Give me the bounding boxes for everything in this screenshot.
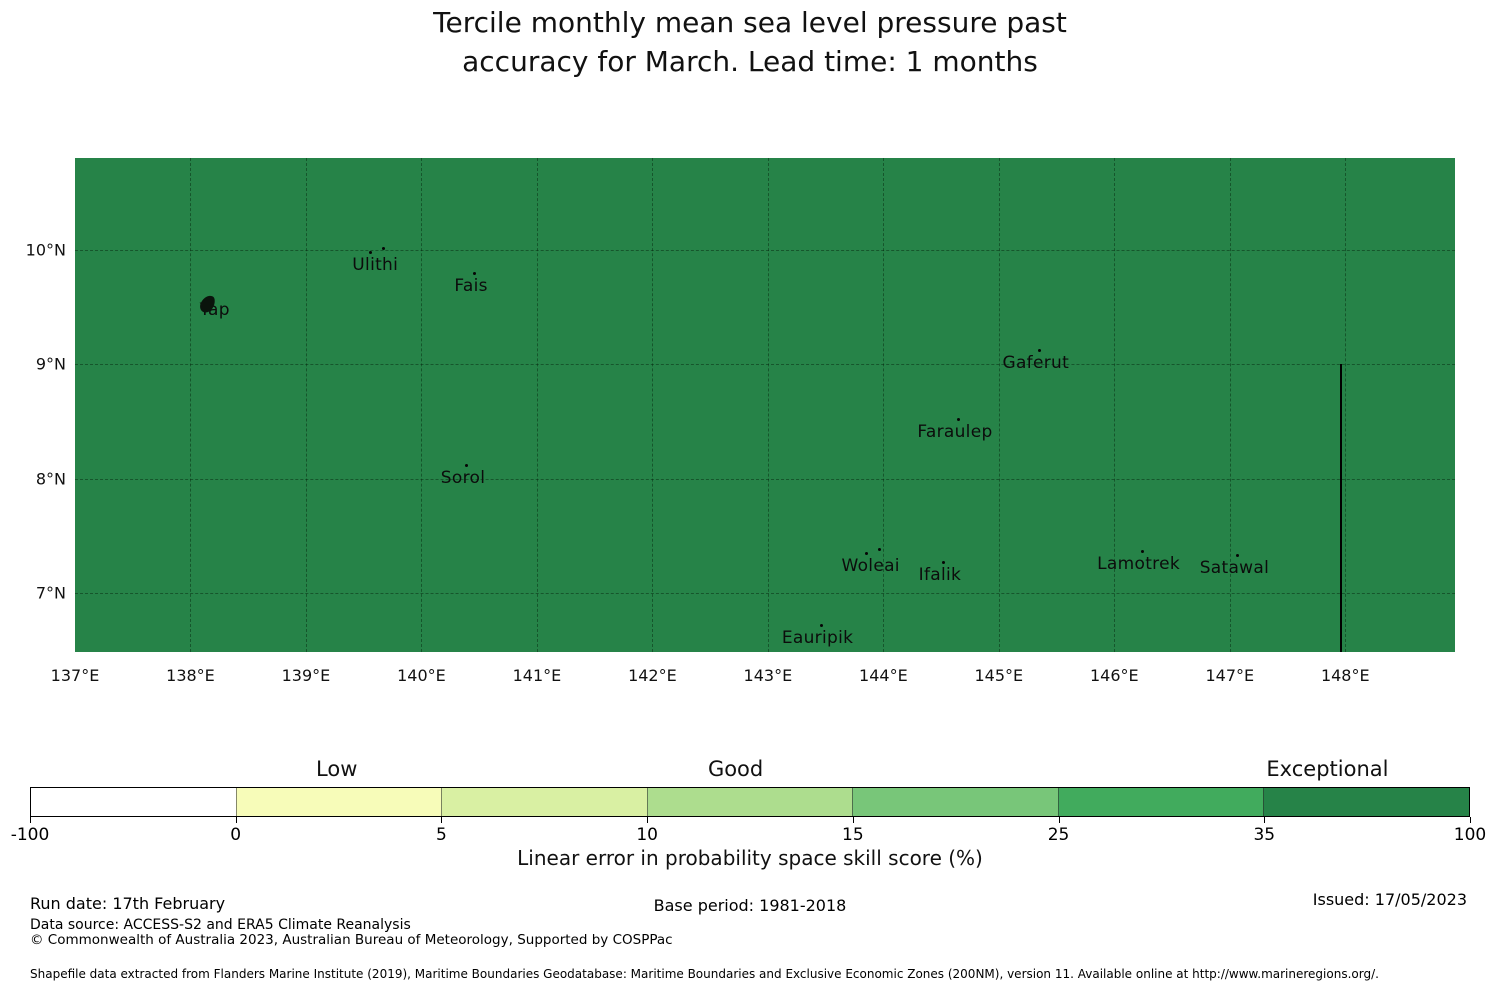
- colorbar-tick-mark: [1058, 817, 1060, 823]
- longitude-gridline: [1114, 158, 1116, 652]
- islet-dot-lamotrek: [1140, 549, 1144, 553]
- longitude-gridline: [652, 158, 654, 652]
- island-label-ulithi: Ulithi: [352, 254, 399, 275]
- colorbar-segment: [1057, 788, 1264, 816]
- islet-dot-ifalik: [941, 560, 945, 564]
- data-source-text: Data source: ACCESS-S2 and ERA5 Climate …: [30, 917, 411, 933]
- colorbar-tick-label: 5: [436, 825, 447, 845]
- longitude-gridline: [305, 158, 307, 652]
- colorbar-tick-mark: [235, 817, 237, 823]
- islet-dot-eauripik: [819, 623, 823, 627]
- latitude-gridline: [75, 364, 1455, 366]
- eez-boundary-line: [1339, 364, 1342, 652]
- x-tick-label: 139°E: [281, 666, 331, 685]
- x-tick-label: 145°E: [974, 666, 1024, 685]
- colorbar-segment: [646, 788, 853, 816]
- x-tick-label: 138°E: [166, 666, 215, 685]
- issued-date-text: Issued: 17/05/2023: [1312, 890, 1467, 909]
- island-label-eauripik: Eauripik: [781, 627, 854, 648]
- colorbar-tick-label: 100: [1453, 825, 1487, 845]
- chart-title-line1: Tercile monthly mean sea level pressure …: [433, 6, 1067, 39]
- island-label-fais: Fais: [454, 275, 488, 296]
- longitude-gridline: [767, 158, 769, 652]
- islet-dot-gaferut: [1037, 349, 1041, 353]
- colorbar-tick-label: 35: [1253, 825, 1276, 845]
- x-tick-label: 141°E: [512, 666, 562, 685]
- island-label-faraulep: Faraulep: [917, 421, 993, 442]
- run-date-text: Run date: 17th February: [30, 894, 226, 913]
- map-area: Yap Ulithi Fais Gaferut Faraulep Sorol Woleai I…: [75, 158, 1455, 652]
- islet-dot-ulithi: [382, 246, 386, 250]
- islet-dot-woleai: [864, 551, 868, 555]
- colorbar-segment: [235, 788, 442, 816]
- colorbar-tick-mark: [1470, 817, 1471, 823]
- colorbar-segment: [441, 788, 647, 816]
- colorbar-tick-mark: [647, 817, 649, 823]
- islet-dot-faraulep: [956, 417, 960, 421]
- colorbar-tick-label: 15: [842, 825, 864, 845]
- colorbar-tick-label: 10: [636, 825, 658, 845]
- island-label-ifalik: Ifalik: [918, 564, 962, 585]
- longitude-gridline: [998, 158, 1000, 652]
- colorbar-tick-mark: [852, 817, 854, 823]
- colorbar-category-low: Low: [316, 757, 358, 781]
- x-tick-label: 148°E: [1320, 666, 1370, 685]
- x-tick-label: 146°E: [1089, 666, 1139, 685]
- latitude-gridline: [75, 250, 1455, 252]
- colorbar-tick-mark: [441, 817, 443, 823]
- colorbar-tick-mark: [30, 817, 31, 823]
- island-label-sorol: Sorol: [440, 467, 486, 488]
- islet-dot-ulithi: [369, 250, 373, 254]
- y-tick-label: 7°N: [35, 583, 66, 603]
- chart-title: Tercile monthly mean sea level pressure …: [0, 3, 1500, 81]
- latitude-gridline: [75, 593, 1455, 595]
- island-label-satawal: Satawal: [1199, 558, 1270, 579]
- islet-dot-satawal: [1236, 554, 1240, 558]
- colorbar-category-good: Good: [707, 757, 764, 781]
- longitude-gridline: [1345, 158, 1347, 652]
- colorbar-tick-label: -100: [10, 825, 50, 845]
- colorbar-segment: [852, 788, 1058, 816]
- latitude-gridline: [75, 478, 1455, 480]
- x-tick-label: 147°E: [1205, 666, 1255, 685]
- islet-dot-woleai: [877, 547, 881, 551]
- shapefile-note-text: Shapefile data extracted from Flanders M…: [30, 967, 1379, 981]
- colorbar-segment: [31, 788, 236, 816]
- x-tick-label: 137°E: [50, 666, 100, 685]
- colorbar-tick-label: 0: [230, 825, 242, 845]
- longitude-gridline: [536, 158, 538, 652]
- longitude-gridline: [1229, 158, 1231, 652]
- islet-dot-sorol: [465, 463, 468, 467]
- island-label-lamotrek: Lamotrek: [1097, 553, 1180, 574]
- longitude-gridline: [421, 158, 423, 652]
- longitude-gridline: [190, 158, 192, 652]
- x-tick-label: 144°E: [859, 666, 908, 685]
- chart-title-line2: accuracy for March. Lead time: 1 months: [462, 45, 1038, 78]
- x-tick-label: 140°E: [397, 666, 446, 685]
- y-tick-label: 10°N: [25, 240, 66, 260]
- colorbar-axis-label: Linear error in probability space skill …: [517, 846, 983, 870]
- islet-dot-fais: [473, 271, 477, 275]
- colorbar: [30, 787, 1470, 817]
- island-label-gaferut: Gaferut: [1002, 353, 1070, 374]
- x-tick-label: 143°E: [743, 666, 793, 685]
- y-tick-label: 9°N: [35, 354, 66, 374]
- colorbar-tick-label: 25: [1047, 825, 1070, 845]
- copyright-text: © Commonwealth of Australia 2023, Austra…: [30, 932, 673, 948]
- colorbar-segment: [1263, 788, 1470, 816]
- colorbar-category-exceptional: Exceptional: [1266, 757, 1389, 781]
- colorbar-tick-mark: [1264, 817, 1266, 823]
- island-label-woleai: Woleai: [841, 555, 900, 576]
- base-period-text: Base period: 1981-2018: [653, 896, 847, 915]
- y-tick-label: 8°N: [35, 469, 66, 489]
- x-tick-label: 142°E: [628, 666, 677, 685]
- longitude-gridline: [883, 158, 885, 652]
